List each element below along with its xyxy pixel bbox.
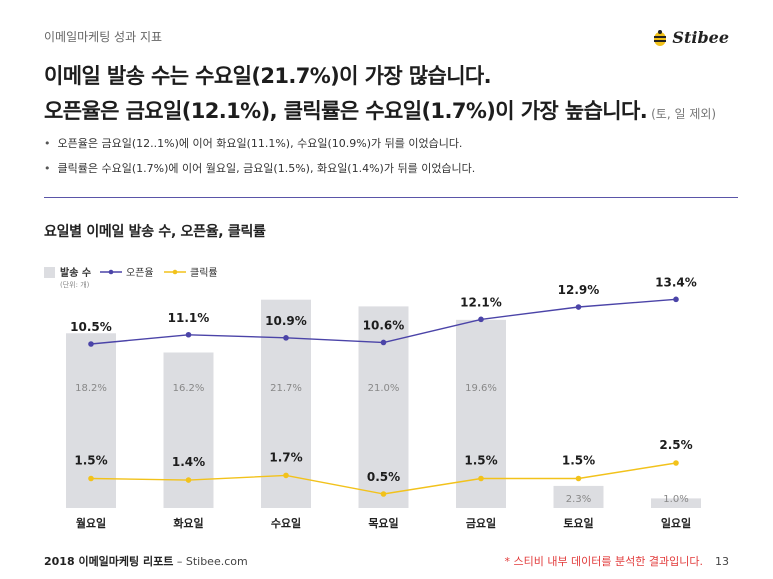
click-rate-point-1: [88, 475, 94, 482]
headline-open-click: 오픈율은 금요일(12.1%), 클릭률은 수요일(1.7%)이 가장 높습니다…: [44, 95, 716, 125]
legend-click-marker: [172, 269, 178, 275]
open-rate-point-3: [283, 335, 289, 341]
bar-6: [553, 485, 604, 508]
click-rate-point-2: [185, 477, 192, 483]
legend-click-label: 클릭률: [190, 267, 218, 279]
x-tick-7: 일요일: [661, 516, 691, 530]
bar-label-3: 21.7%: [270, 383, 302, 394]
open-rate-point-5: [478, 316, 484, 323]
open-rate-series: 10.5% 11.1% 10.9% 10.6% 12.1% 12.9% 13.4%: [70, 275, 697, 347]
bar-label-6: 2.3%: [566, 494, 591, 505]
open-rate-point-2: [185, 331, 192, 338]
x-tick-4: 목요일: [368, 516, 398, 530]
open-rate-point-7: [673, 296, 679, 303]
report-section-label: 이메일마케팅 성과 지표: [44, 30, 163, 44]
source-note: * 스티비 내부 데이터를 분석한 결과입니다.: [504, 555, 703, 568]
chart-title: 요일별 이메일 발송 수, 오픈율, 클릭률: [44, 224, 266, 240]
click-rate-label-2: 1.4%: [172, 455, 205, 469]
open-rate-label-6: 12.9%: [558, 283, 600, 297]
logo-wordmark: Stibee: [672, 28, 729, 47]
x-tick-1: 월요일: [76, 516, 106, 530]
open-rate-point-6: [575, 304, 582, 310]
open-rate-point-4: [380, 339, 387, 346]
section-divider: [44, 197, 738, 198]
chart-legend: 발송 수 (단위: 개) 오픈율 클릭률: [44, 266, 218, 289]
headline-note: (토, 일 제외): [651, 107, 717, 121]
bar-label-7: 1.0%: [663, 494, 688, 505]
headline-send-volume: 이메일 발송 수는 수요일(21.7%)이 가장 많습니다.: [44, 64, 492, 88]
legend-bar-label: 발송 수: [60, 266, 91, 279]
click-rate-point-5: [478, 475, 484, 482]
send-volume-labels: 18.2% 16.2% 21.7% 21.0% 19.6% 2.3% 1.0%: [75, 383, 689, 505]
bar-7: [651, 498, 701, 508]
x-tick-5: 금요일: [466, 516, 496, 530]
click-rate-point-3: [283, 472, 289, 479]
legend-bar-swatch: [44, 267, 55, 278]
legend-open-marker: [108, 269, 114, 275]
bar-label-4: 21.0%: [368, 383, 400, 394]
headline-open-click-text: 오픈율은 금요일(12.1%), 클릭률은 수요일(1.7%)이 가장 높습니다…: [44, 99, 648, 123]
click-rate-label-5: 1.5%: [464, 454, 497, 468]
footer-report-title: 2018 이메일마케팅 리포트 – Stibee.com: [44, 553, 248, 569]
x-tick-3: 수요일: [271, 516, 301, 530]
footer-site: – Stibee.com: [173, 555, 248, 568]
click-rate-label-6: 1.5%: [562, 454, 595, 468]
bar-2: [163, 352, 214, 508]
click-rate-series: 1.5% 1.4% 1.7% 0.5% 1.5% 1.5% 2.5%: [74, 438, 693, 497]
legend-bar-unit: (단위: 개): [60, 280, 90, 289]
page-number: 13: [715, 555, 729, 568]
open-rate-label-3: 10.9%: [265, 314, 307, 328]
footer-meta: * 스티비 내부 데이터를 분석한 결과입니다. 13: [504, 553, 729, 569]
x-tick-2: 화요일: [173, 516, 203, 530]
click-rate-label-4: 0.5%: [367, 470, 400, 484]
click-rate-label-1: 1.5%: [74, 454, 107, 468]
x-axis-labels: 월요일 화요일 수요일 목요일 금요일 토요일 일요일: [76, 516, 691, 530]
click-rate-point-6: [575, 475, 582, 482]
legend-open-label: 오픈율: [126, 267, 154, 279]
bar-label-1: 18.2%: [75, 383, 107, 394]
bullet-click-rate: 클릭률은 수요일(1.7%)에 이어 월요일, 금요일(1.5%), 화요일(1…: [44, 162, 476, 176]
click-rate-point-7: [673, 460, 679, 466]
open-rate-point-1: [88, 341, 94, 347]
bar-1: [66, 333, 116, 508]
click-rate-label-7: 2.5%: [659, 438, 692, 452]
x-tick-6: 토요일: [563, 516, 593, 530]
bee-icon: [654, 29, 667, 46]
open-rate-label-7: 13.4%: [655, 275, 697, 289]
bullet-open-rate: 오픈율은 금요일(12..1%)에 이어 화요일(11.1%), 수요일(10.…: [44, 137, 475, 151]
click-rate-label-3: 1.7%: [269, 450, 302, 464]
stibee-logo: Stibee: [652, 28, 729, 47]
click-rate-point-4: [380, 491, 387, 497]
open-rate-label-2: 11.1%: [168, 311, 210, 325]
bar-label-2: 16.2%: [173, 383, 205, 394]
open-rate-label-5: 12.1%: [460, 295, 502, 309]
open-rate-label-4: 10.6%: [363, 318, 405, 332]
summary-bullets: 오픈율은 금요일(12..1%)에 이어 화요일(11.1%), 수요일(10.…: [44, 137, 476, 187]
footer-report-name: 2018 이메일마케팅 리포트: [44, 555, 174, 568]
bar-label-5: 19.6%: [465, 383, 497, 394]
open-rate-label-1: 10.5%: [70, 320, 112, 334]
